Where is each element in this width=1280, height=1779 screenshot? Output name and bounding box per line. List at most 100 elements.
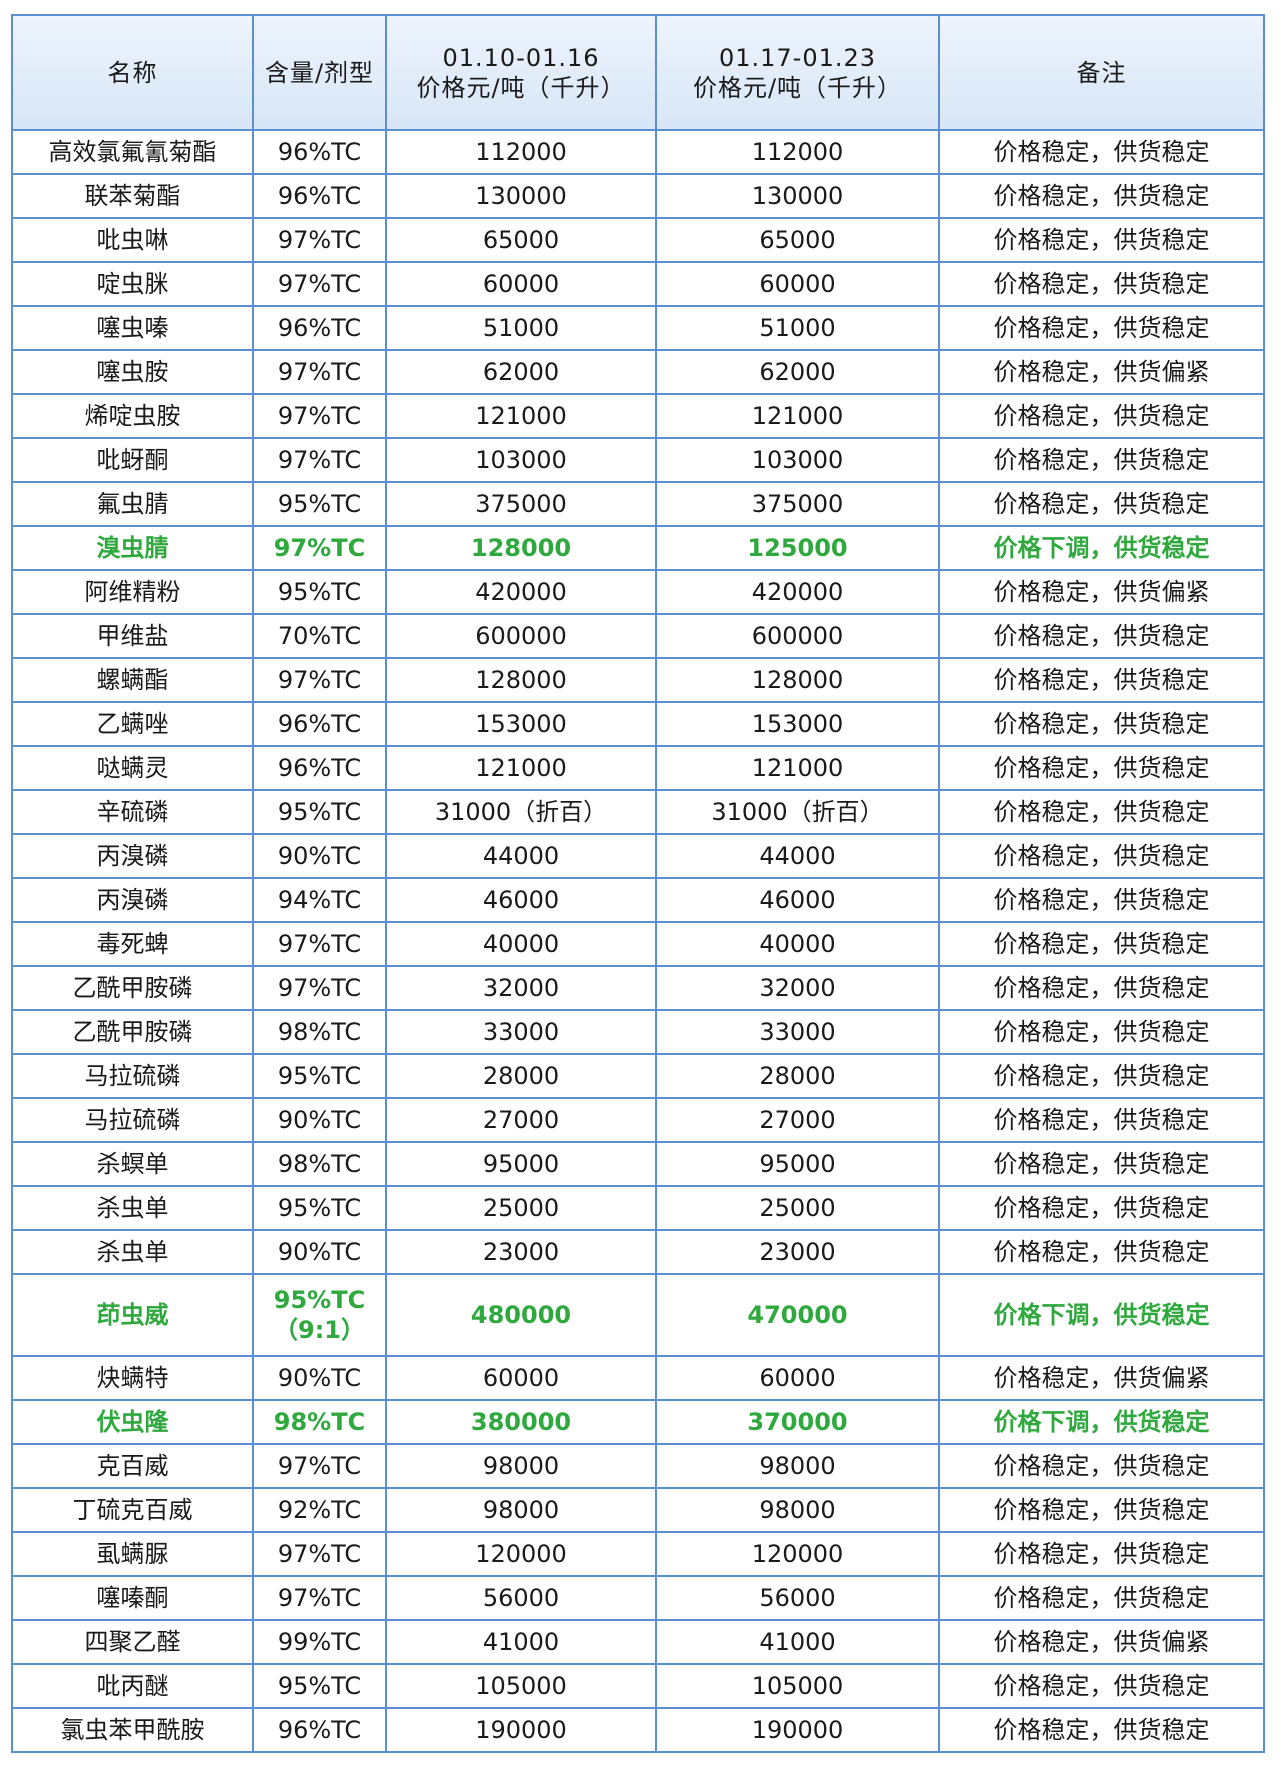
table-cell: 价格稳定，供货稳定 <box>938 217 1265 263</box>
table-cell: 470000 <box>655 1273 940 1357</box>
table-cell: 价格稳定，供货稳定 <box>938 129 1265 175</box>
table-cell: 97%TC <box>252 349 387 395</box>
table-cell: 价格稳定，供货稳定 <box>938 1141 1265 1187</box>
table-row: 噻嗪酮 97%TC 56000 56000 价格稳定，供货稳定 <box>11 1575 1265 1621</box>
table-cell: 128000 <box>385 657 657 703</box>
table-cell: 价格稳定，供货稳定 <box>938 173 1265 219</box>
table-cell: 62000 <box>385 349 657 395</box>
table-cell: 94%TC <box>252 877 387 923</box>
table-cell: 噻虫胺 <box>11 349 254 395</box>
table-cell: 95%TC <box>252 1053 387 1099</box>
table-cell: 51000 <box>655 305 940 351</box>
table-cell: 马拉硫磷 <box>11 1097 254 1143</box>
table-cell: 32000 <box>385 965 657 1011</box>
table-cell: 噻虫嗪 <box>11 305 254 351</box>
table-cell: 97%TC <box>252 657 387 703</box>
table-cell: 98000 <box>385 1487 657 1533</box>
table-row: 克百威 97%TC 98000 98000 价格稳定，供货稳定 <box>11 1443 1265 1489</box>
table-cell: 价格稳定，供货稳定 <box>938 1707 1265 1753</box>
table-cell: 乙酰甲胺磷 <box>11 1009 254 1055</box>
table-cell: 四聚乙醛 <box>11 1619 254 1665</box>
table-cell: 溴虫腈 <box>11 525 254 571</box>
table-cell: 价格稳定，供货稳定 <box>938 833 1265 879</box>
table-cell: 炔螨特 <box>11 1355 254 1401</box>
table-cell: 375000 <box>655 481 940 527</box>
table-cell: 190000 <box>385 1707 657 1753</box>
table-row: 辛硫磷 95%TC 31000（折百） 31000（折百） 价格稳定，供货稳定 <box>11 789 1265 835</box>
table-cell: 96%TC <box>252 173 387 219</box>
table-cell: 60000 <box>385 261 657 307</box>
table-cell: 噻嗪酮 <box>11 1575 254 1621</box>
table-row: 联苯菊酯 96%TC 130000 130000 价格稳定，供货稳定 <box>11 173 1265 219</box>
table-row: 杀虫单 90%TC 23000 23000 价格稳定，供货稳定 <box>11 1229 1265 1275</box>
table-cell: 98%TC <box>252 1141 387 1187</box>
table-cell: 价格稳定，供货稳定 <box>938 1575 1265 1621</box>
table-cell: 56000 <box>655 1575 940 1621</box>
table-cell: 价格下调，供货稳定 <box>938 1273 1265 1357</box>
table-cell: 吡丙醚 <box>11 1663 254 1709</box>
table-cell: 98%TC <box>252 1009 387 1055</box>
table-cell: 23000 <box>655 1229 940 1275</box>
table-row: 阿维精粉 95%TC 420000 420000 价格稳定，供货偏紧 <box>11 569 1265 615</box>
table-cell: 价格稳定，供货稳定 <box>938 1229 1265 1275</box>
table-cell: 甲维盐 <box>11 613 254 659</box>
table-row: 烯啶虫胺 97%TC 121000 121000 价格稳定，供货稳定 <box>11 393 1265 439</box>
table-cell: 氯虫苯甲酰胺 <box>11 1707 254 1753</box>
table-cell: 价格稳定，供货稳定 <box>938 965 1265 1011</box>
table-cell: 价格稳定，供货稳定 <box>938 877 1265 923</box>
table-cell: 价格稳定，供货偏紧 <box>938 349 1265 395</box>
table-cell: 60000 <box>385 1355 657 1401</box>
table-cell: 98000 <box>385 1443 657 1489</box>
table-cell: 95%TC <box>252 569 387 615</box>
table-cell: 65000 <box>385 217 657 263</box>
table-row: 噻虫嗪 96%TC 51000 51000 价格稳定，供货稳定 <box>11 305 1265 351</box>
table-cell: 60000 <box>655 1355 940 1401</box>
table-cell: 95000 <box>385 1141 657 1187</box>
table-cell: 氟虫腈 <box>11 481 254 527</box>
table-cell: 99%TC <box>252 1619 387 1665</box>
table-cell: 价格稳定，供货稳定 <box>938 789 1265 835</box>
table-cell: 95%TC <box>252 789 387 835</box>
table-cell: 丙溴磷 <box>11 877 254 923</box>
header-text: 备注 <box>1076 58 1127 87</box>
table-cell: 97%TC <box>252 965 387 1011</box>
table-cell: 65000 <box>655 217 940 263</box>
table-row: 氟虫腈 95%TC 375000 375000 价格稳定，供货稳定 <box>11 481 1265 527</box>
table-cell: 51000 <box>385 305 657 351</box>
table-row: 马拉硫磷 90%TC 27000 27000 价格稳定，供货稳定 <box>11 1097 1265 1143</box>
table-cell: 121000 <box>655 745 940 791</box>
header-cell: 备注 <box>938 14 1265 131</box>
table-cell: 44000 <box>655 833 940 879</box>
table-cell: 吡虫啉 <box>11 217 254 263</box>
table-cell: 价格稳定，供货稳定 <box>938 745 1265 791</box>
table-cell: 90%TC <box>252 833 387 879</box>
table-cell: 95%TC <box>252 1185 387 1231</box>
table-cell: 420000 <box>655 569 940 615</box>
table-cell: 茚虫威 <box>11 1273 254 1357</box>
table-cell: 96%TC <box>252 701 387 747</box>
table-cell: 97%TC <box>252 217 387 263</box>
table-cell: 190000 <box>655 1707 940 1753</box>
table-cell: 600000 <box>385 613 657 659</box>
table-cell: 价格稳定，供货稳定 <box>938 657 1265 703</box>
table-cell: 价格稳定，供货稳定 <box>938 305 1265 351</box>
table-row: 甲维盐 70%TC 600000 600000 价格稳定，供货稳定 <box>11 613 1265 659</box>
table-cell: 103000 <box>655 437 940 483</box>
table-cell: 烯啶虫胺 <box>11 393 254 439</box>
table-cell: 46000 <box>655 877 940 923</box>
table-cell: 70%TC <box>252 613 387 659</box>
table-cell: 价格稳定，供货稳定 <box>938 393 1265 439</box>
table-cell: 价格稳定，供货稳定 <box>938 481 1265 527</box>
table-cell: 杀虫单 <box>11 1185 254 1231</box>
header-text: 名称 <box>107 58 158 87</box>
table-cell: 吡蚜酮 <box>11 437 254 483</box>
table-row: 毒死蜱 97%TC 40000 40000 价格稳定，供货稳定 <box>11 921 1265 967</box>
table-cell: 马拉硫磷 <box>11 1053 254 1099</box>
table-cell: 480000 <box>385 1273 657 1357</box>
table-row: 噻虫胺 97%TC 62000 62000 价格稳定，供货偏紧 <box>11 349 1265 395</box>
header-text: 价格元/吨（千升） <box>692 73 903 102</box>
table-cell: 97%TC <box>252 437 387 483</box>
table-cell: 28000 <box>655 1053 940 1099</box>
table-cell: 46000 <box>385 877 657 923</box>
table-cell: 112000 <box>655 129 940 175</box>
